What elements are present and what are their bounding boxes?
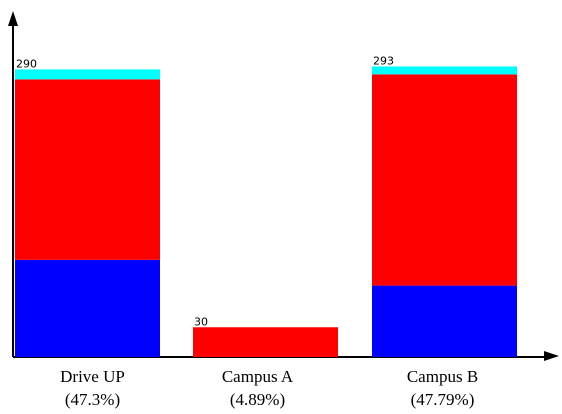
total-label: 293 — [373, 54, 394, 67]
y-axis-arrow — [8, 11, 18, 26]
bar-segment-1-drive-up — [15, 259, 160, 357]
bar-segment-2-drive-up — [15, 79, 160, 260]
total-label: 290 — [16, 57, 37, 70]
category-percentage-label: (47.3%) — [65, 390, 120, 409]
category-percentage-label: (47.79%) — [411, 390, 475, 409]
category-label: Drive UP — [60, 367, 125, 386]
bars — [15, 66, 517, 357]
bar-segment-2-campus-a — [193, 327, 338, 357]
category-label: Campus A — [222, 367, 294, 386]
total-label: 30 — [194, 315, 208, 328]
labels: 290 Drive UP (47.3%) 30 Campus A (4.89%) 293 Ca… — [16, 54, 478, 409]
category-percentage-label: (4.89%) — [230, 390, 285, 409]
bar-segment-3-drive-up — [15, 69, 160, 80]
category-label: Campus B — [407, 367, 478, 386]
x-axis-arrow — [544, 351, 559, 361]
bar-segment-2-campus-b — [372, 74, 517, 286]
bar-segment-1-campus-b — [372, 285, 517, 357]
bar-segment-3-campus-b — [372, 66, 517, 75]
